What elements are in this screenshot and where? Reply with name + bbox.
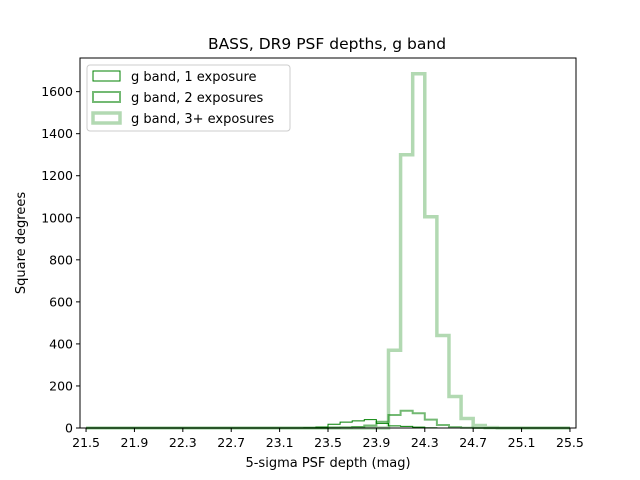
y-tick-label: 400	[49, 336, 73, 351]
legend: g band, 1 exposure g band, 2 exposures g b…	[86, 64, 291, 132]
x-tick-label: 22.3	[169, 435, 197, 450]
y-tick-label: 800	[49, 252, 73, 267]
legend-items: g band, 1 exposure g band, 2 exposures g b…	[91, 70, 274, 127]
x-tick-label: 23.1	[266, 435, 294, 450]
legend-label-2: g band, 2 exposures	[131, 91, 263, 106]
legend-swatch-1	[92, 70, 121, 82]
legend-label-3: g band, 3+ exposures	[131, 112, 274, 127]
chart-title: BASS, DR9 PSF depths, g band	[208, 35, 446, 53]
legend-swatch-3	[91, 111, 122, 125]
y-axis-label: Square degrees	[14, 192, 29, 294]
x-tick-label: 23.9	[362, 435, 390, 450]
x-axis: 21.5 21.9 22.3 22.7 23.1 23.5 23.9 24.3 24.7 25.1…	[72, 428, 584, 450]
y-tick-label: 1600	[41, 84, 73, 99]
legend-swatch-2	[92, 91, 121, 103]
legend-frame	[86, 64, 291, 132]
y-tick-label: 200	[49, 378, 73, 393]
x-tick-label: 21.5	[72, 435, 100, 450]
x-tick-label: 25.1	[508, 435, 536, 450]
x-tick-label: 22.7	[217, 435, 245, 450]
y-tick-label: 0	[65, 421, 73, 436]
y-tick-label: 1000	[41, 210, 73, 225]
y-tick-label: 1400	[41, 126, 73, 141]
y-axis: 0 200 400 600 800 1000 1200 1400 1600	[41, 84, 80, 436]
y-tick-label: 1200	[41, 168, 73, 183]
x-tick-label: 24.7	[459, 435, 487, 450]
x-tick-label: 24.3	[411, 435, 439, 450]
x-axis-label: 5-sigma PSF depth (mag)	[245, 456, 410, 471]
legend-label-1: g band, 1 exposure	[131, 70, 257, 85]
x-tick-label: 25.5	[556, 435, 584, 450]
x-tick-label: 23.5	[314, 435, 342, 450]
y-tick-label: 600	[49, 294, 73, 309]
x-tick-label: 21.9	[121, 435, 149, 450]
